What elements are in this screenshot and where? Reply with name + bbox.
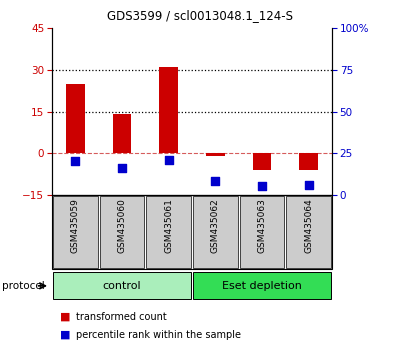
Text: control: control (103, 281, 141, 291)
Text: GSM435063: GSM435063 (258, 199, 266, 253)
Text: protocol: protocol (2, 281, 45, 291)
Bar (113, 114, 131, 153)
Bar (299, 153, 318, 170)
FancyBboxPatch shape (286, 196, 331, 268)
FancyBboxPatch shape (146, 196, 191, 268)
FancyBboxPatch shape (100, 196, 144, 268)
Point (259, 183, 265, 189)
Text: GSM435059: GSM435059 (71, 199, 80, 253)
Text: GSM435062: GSM435062 (211, 199, 220, 253)
Bar (253, 153, 271, 170)
Text: ■: ■ (60, 330, 70, 339)
Text: GSM435064: GSM435064 (304, 199, 313, 253)
Bar (66, 84, 85, 153)
Text: Eset depletion: Eset depletion (222, 281, 302, 291)
Point (306, 182, 312, 188)
Point (212, 178, 218, 184)
Text: ■: ■ (60, 312, 70, 322)
Text: GSM435061: GSM435061 (164, 199, 173, 253)
Text: percentile rank within the sample: percentile rank within the sample (76, 330, 241, 339)
Point (119, 165, 125, 171)
Text: GSM435060: GSM435060 (118, 199, 126, 253)
FancyBboxPatch shape (53, 272, 191, 299)
Text: transformed count: transformed count (76, 312, 167, 322)
FancyBboxPatch shape (193, 196, 238, 268)
Bar (159, 67, 178, 153)
Point (166, 157, 172, 162)
Point (72, 159, 78, 164)
FancyBboxPatch shape (240, 196, 284, 268)
Text: GDS3599 / scl0013048.1_124-S: GDS3599 / scl0013048.1_124-S (107, 9, 293, 22)
FancyBboxPatch shape (193, 272, 331, 299)
Bar (206, 153, 225, 156)
FancyBboxPatch shape (53, 196, 98, 268)
